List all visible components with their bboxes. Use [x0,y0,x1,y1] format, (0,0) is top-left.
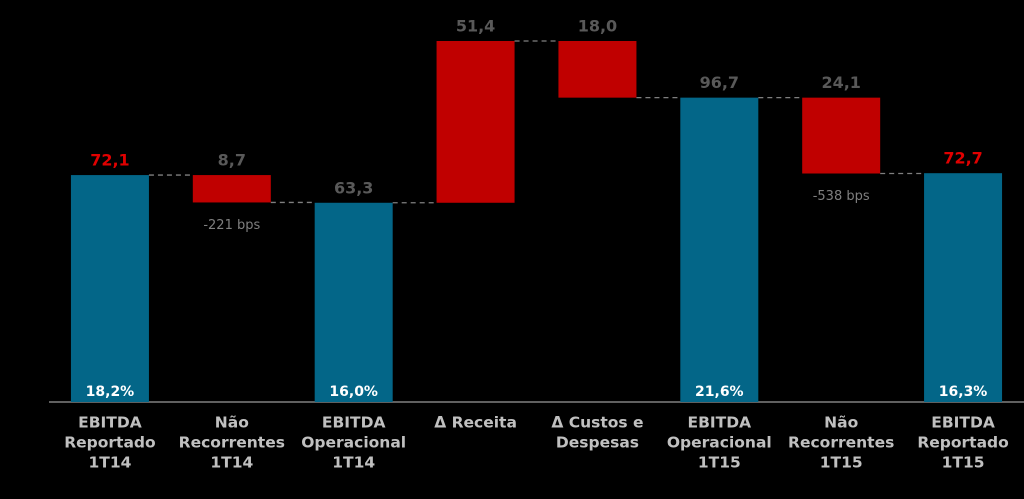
x-tick-label: Recorrentes [788,434,894,452]
margin-label: 16,3% [939,384,988,400]
x-tick-label: EBITDA [931,414,995,432]
x-tick-label: Δ Custos e [551,414,643,432]
bar [192,175,271,203]
x-tick-label: EBITDA [688,414,752,432]
value-label: 63,3 [334,178,373,197]
value-label: 72,1 [90,151,129,170]
margin-label: 16,0% [329,384,378,400]
x-tick-label: Reportado [64,434,155,452]
x-tick-label: Não [824,414,858,432]
bar [802,97,881,174]
x-tick-label: Recorrentes [179,434,285,452]
x-tick-label: 1T14 [88,454,131,472]
x-tick-label: 1T14 [332,454,375,472]
x-tick-label: Despesas [556,434,639,452]
x-tick-label: Operacional [667,434,772,452]
value-label: 51,4 [456,17,495,36]
x-tick-label: Reportado [917,434,1008,452]
value-label: 24,1 [821,73,860,92]
x-tick-label: 1T14 [210,454,253,472]
x-tick-label: EBITDA [322,414,386,432]
x-tick-label: Não [215,414,249,432]
margin-label: 21,6% [695,384,744,400]
margin-label: 18,2% [86,384,135,400]
x-tick-label: Operacional [301,434,406,452]
x-tick-label: 1T15 [698,454,741,472]
value-label: 18,0 [578,17,617,36]
bar [558,41,637,98]
value-label: 72,7 [943,149,982,168]
value-label: 8,7 [218,151,246,170]
value-label: 96,7 [700,73,739,92]
x-tick-label: EBITDA [78,414,142,432]
x-tick-label: Δ Receita [434,414,517,432]
bps-label: -221 bps [203,218,260,233]
bar [314,202,393,402]
bar [70,175,149,402]
x-tick-label: 1T15 [820,454,863,472]
bar [924,173,1003,402]
bar [680,97,759,403]
bar [436,41,515,203]
x-tick-label: 1T15 [942,454,985,472]
bps-label: -538 bps [813,189,870,204]
